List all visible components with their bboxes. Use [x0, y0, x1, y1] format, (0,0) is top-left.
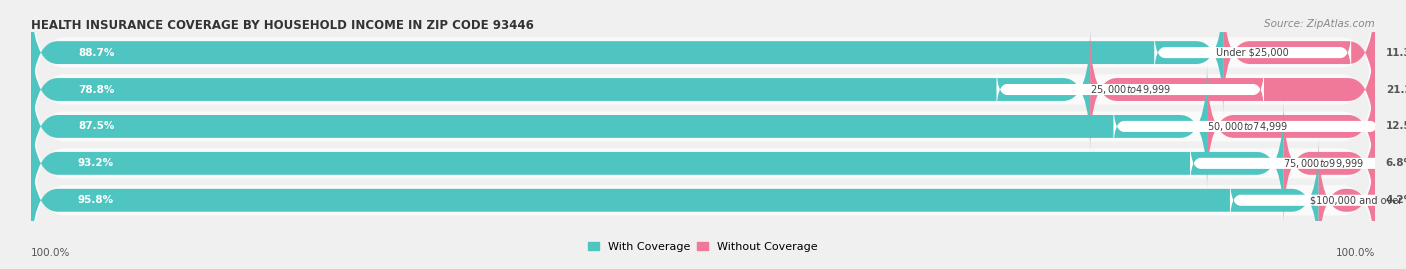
FancyBboxPatch shape	[1284, 101, 1375, 226]
Text: HEALTH INSURANCE COVERAGE BY HOUSEHOLD INCOME IN ZIP CODE 93446: HEALTH INSURANCE COVERAGE BY HOUSEHOLD I…	[31, 19, 534, 32]
Text: 12.5%: 12.5%	[1386, 121, 1406, 132]
Text: 11.3%: 11.3%	[1386, 48, 1406, 58]
FancyBboxPatch shape	[997, 66, 1264, 114]
FancyBboxPatch shape	[31, 138, 1319, 263]
FancyBboxPatch shape	[1319, 138, 1375, 263]
Text: 95.8%: 95.8%	[77, 195, 114, 205]
FancyBboxPatch shape	[31, 0, 1223, 115]
FancyBboxPatch shape	[1090, 27, 1375, 152]
Text: 93.2%: 93.2%	[77, 158, 114, 168]
Text: $75,000 to $99,999: $75,000 to $99,999	[1284, 157, 1364, 170]
Text: 78.8%: 78.8%	[77, 84, 114, 94]
FancyBboxPatch shape	[1206, 64, 1375, 189]
Text: $50,000 to $74,999: $50,000 to $74,999	[1206, 120, 1288, 133]
FancyBboxPatch shape	[1154, 29, 1351, 77]
Text: $100,000 and over: $100,000 and over	[1310, 195, 1403, 205]
Text: Under $25,000: Under $25,000	[1216, 48, 1289, 58]
Text: 4.2%: 4.2%	[1386, 195, 1406, 205]
Text: 87.5%: 87.5%	[77, 121, 114, 132]
FancyBboxPatch shape	[31, 0, 1375, 130]
FancyBboxPatch shape	[31, 101, 1284, 226]
Text: 6.8%: 6.8%	[1386, 158, 1406, 168]
Legend: With Coverage, Without Coverage: With Coverage, Without Coverage	[583, 238, 823, 256]
Text: Source: ZipAtlas.com: Source: ZipAtlas.com	[1264, 19, 1375, 29]
Text: $25,000 to $49,999: $25,000 to $49,999	[1090, 83, 1171, 96]
FancyBboxPatch shape	[1230, 176, 1406, 224]
Text: 100.0%: 100.0%	[1336, 248, 1375, 258]
FancyBboxPatch shape	[1114, 102, 1381, 150]
Text: 100.0%: 100.0%	[31, 248, 70, 258]
FancyBboxPatch shape	[31, 49, 1375, 204]
FancyBboxPatch shape	[31, 12, 1375, 167]
FancyBboxPatch shape	[31, 123, 1375, 269]
FancyBboxPatch shape	[31, 64, 1206, 189]
FancyBboxPatch shape	[31, 86, 1375, 240]
Text: 21.2%: 21.2%	[1386, 84, 1406, 94]
Text: 88.7%: 88.7%	[77, 48, 114, 58]
FancyBboxPatch shape	[1223, 0, 1375, 115]
FancyBboxPatch shape	[31, 27, 1090, 152]
FancyBboxPatch shape	[1189, 139, 1406, 187]
